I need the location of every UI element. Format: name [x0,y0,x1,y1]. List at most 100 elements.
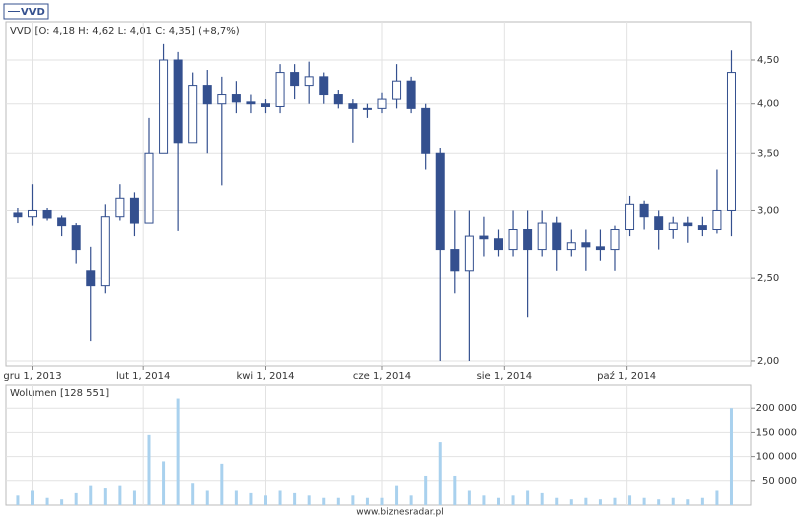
y-tick-label: 3,50 [757,148,779,159]
candle-body [231,94,241,103]
candle-body [100,216,110,287]
volume-bar [307,495,311,505]
candle-body [188,85,198,144]
volume-bar [45,497,49,505]
volume-bar [613,497,617,505]
candle-body [508,229,518,251]
volume-bar [89,485,93,505]
volume-bar [60,499,64,505]
x-tick-label: lut 1, 2014 [116,371,170,382]
volume-bar [496,497,500,505]
x-tick-label: gru 1, 2013 [3,371,61,382]
candle-body [304,76,314,87]
candle-body [595,246,605,251]
volume-bar [147,434,151,505]
candle-body [697,225,707,231]
volume-bar [700,497,704,505]
candle-body [625,203,635,231]
volume-bar [293,492,297,505]
candle-body [217,94,227,105]
candle-body [362,107,372,110]
volume-bar [424,475,428,505]
volume-bar [453,475,457,505]
volume-bar [555,497,559,505]
y-tick-label: 50 000 [762,476,797,487]
volume-bar [380,497,384,505]
volume-bar [322,497,326,505]
candle-body [71,225,81,251]
x-tick-label: sie 1, 2014 [477,371,533,382]
volume-bar [336,497,340,505]
volume-bar [31,490,35,505]
candle-body [421,107,431,154]
volume-bar [598,499,602,505]
y-tick-label: 4,50 [757,55,779,66]
candle-body [566,242,576,251]
volume-bar [526,490,530,505]
volume-bar [132,490,136,505]
volume-bar [118,485,122,505]
candle-body [42,209,52,219]
candle-body [392,80,402,100]
y-tick-label: 2,00 [757,356,779,367]
price-info: VVD [O: 4,18 H: 4,62 L: 4,01 C: 4,35] (+… [10,26,240,37]
candle-body [319,76,329,96]
candle-body [290,72,300,87]
volume-bar [657,499,661,505]
candle-body [129,197,139,224]
candle-body [13,212,23,218]
volume-bar [249,492,253,505]
volume-bar [395,485,399,505]
volume-bar [671,497,675,505]
volume-bar [482,495,486,505]
candle-body [610,229,620,251]
volume-bar [205,490,209,505]
volume-bar [234,490,238,505]
volume-bar [191,483,195,505]
x-tick-label: cze 1, 2014 [353,371,411,382]
volume-bar [351,495,355,505]
volume-bar [176,398,180,505]
volume-bar [365,497,369,505]
price-panel [5,21,752,367]
candle-body [581,242,591,248]
volume-bar [569,499,573,505]
volume-bar [278,490,282,505]
volume-bar [409,495,413,505]
y-tick-label: 100 000 [756,452,797,463]
volume-bar [103,488,107,505]
volume-bar [263,495,267,505]
candle-body [479,235,489,240]
candle-body [450,249,460,272]
candle-body [668,222,678,231]
x-tick-label: kwi 1, 2014 [236,371,294,382]
volume-panel [5,384,752,506]
candle-body [115,197,125,218]
volume-bar [162,461,166,505]
candle-body [173,59,183,144]
candle-body [333,94,343,105]
candle-body [435,152,445,251]
y-tick-label: 200 000 [756,403,797,414]
candle-body [493,238,503,251]
y-tick-label: 150 000 [756,427,797,438]
y-tick-label: 4,00 [757,99,779,110]
volume-bar [16,495,20,505]
volume-bar [715,490,719,505]
volume-bar [467,490,471,505]
candle-body [712,209,722,231]
y-tick-label: 2,50 [757,273,779,284]
volume-info: Wolumen [128 551] [10,388,109,399]
footer: www.biznesradar.pl [356,508,443,518]
candle-body [348,103,358,109]
candle-body [464,235,474,272]
volume-bar [511,495,515,505]
candle-body [654,216,664,231]
candle-body [260,103,271,107]
candle-body [159,59,169,154]
legend-label: VVD [21,7,45,18]
legend-box[interactable] [3,3,49,20]
y-tick-label: 3,00 [757,205,779,216]
